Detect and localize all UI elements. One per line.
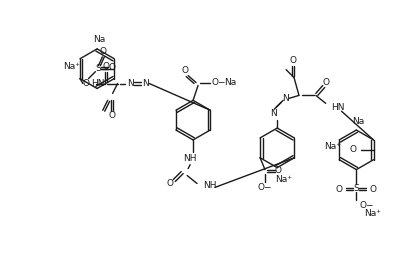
Text: S: S bbox=[354, 184, 359, 193]
Text: N: N bbox=[142, 79, 149, 88]
Text: O: O bbox=[369, 185, 376, 194]
Text: O: O bbox=[274, 166, 281, 175]
Text: O−: O− bbox=[359, 201, 374, 210]
Text: O: O bbox=[108, 111, 115, 120]
Text: O: O bbox=[109, 63, 116, 72]
Text: O−: O− bbox=[258, 183, 272, 192]
Text: N: N bbox=[282, 94, 288, 103]
Text: Na: Na bbox=[352, 117, 364, 126]
Text: Na⁺: Na⁺ bbox=[275, 175, 292, 184]
Text: N: N bbox=[270, 109, 277, 118]
Text: O: O bbox=[290, 56, 297, 65]
Text: O: O bbox=[100, 47, 107, 56]
Text: O: O bbox=[350, 145, 357, 154]
Text: Na: Na bbox=[224, 78, 236, 87]
Text: O: O bbox=[182, 66, 189, 75]
Text: Na: Na bbox=[93, 35, 105, 44]
Text: N: N bbox=[127, 79, 134, 88]
Text: O: O bbox=[82, 79, 89, 88]
Text: O: O bbox=[102, 62, 109, 71]
Text: O: O bbox=[335, 185, 343, 194]
Text: NH: NH bbox=[203, 181, 217, 190]
Text: Na⁺: Na⁺ bbox=[63, 62, 80, 71]
Text: O: O bbox=[322, 78, 329, 87]
Text: HN: HN bbox=[91, 79, 104, 88]
Text: Na⁺: Na⁺ bbox=[324, 142, 341, 151]
Text: S: S bbox=[95, 64, 101, 73]
Text: O: O bbox=[167, 179, 174, 188]
Text: Na⁺: Na⁺ bbox=[364, 209, 381, 218]
Text: HN: HN bbox=[330, 103, 344, 112]
Text: O−: O− bbox=[212, 78, 226, 87]
Text: NH: NH bbox=[183, 154, 197, 163]
